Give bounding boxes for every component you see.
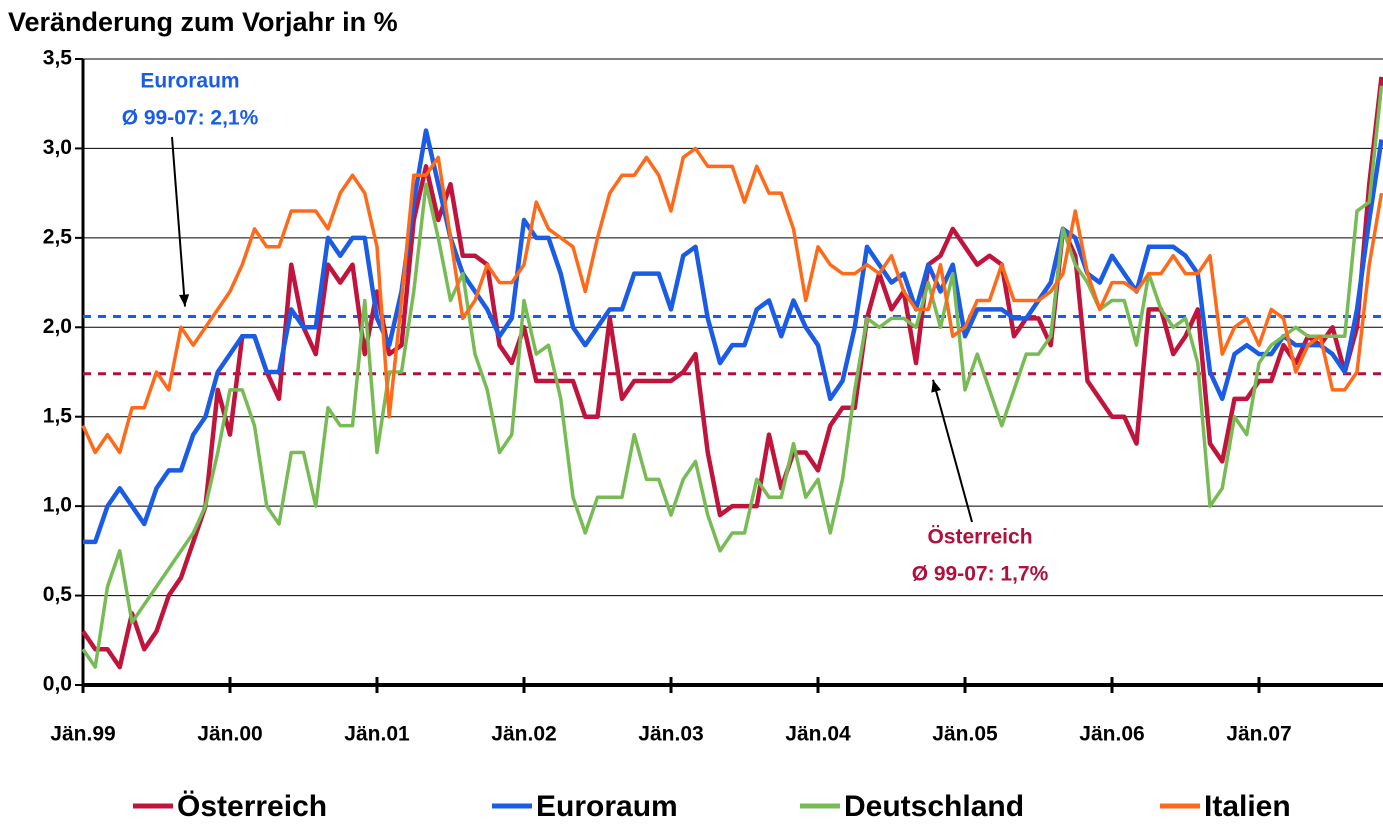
annotation: Ø 99-07: 1,7% [912,563,1049,586]
arrow [171,136,186,307]
series-line [81,146,1383,455]
series-line [81,76,1383,670]
y-tick-label: 3,0 [43,136,72,159]
x-tick-label: Jän.00 [197,723,262,746]
legend-label: Deutschland [844,790,1024,823]
x-tick-label: Jän.01 [344,723,410,746]
y-tick-label: 0,0 [43,673,72,696]
y-tick-label: 2,0 [43,315,72,338]
legend-label: Österreich [177,790,327,823]
y-tick-label: 1,0 [43,494,72,517]
y-tick-label: 2,5 [43,225,73,248]
x-tick-label: Jän.05 [932,723,998,746]
x-tick-label: Jän.03 [638,723,703,746]
chart-title: Veränderung zum Vorjahr in % [8,7,398,37]
x-tick-label: Jän.99 [50,723,115,746]
series-line [83,128,1383,545]
x-tick-label: Jän.04 [785,723,851,746]
legend-label: Euroraum [536,790,678,823]
annotation: Euroraum [140,70,239,93]
x-tick-label: Jän.06 [1079,723,1144,746]
annotation: Österreich [927,526,1032,549]
series-line [81,85,1383,669]
y-tick-label: 0,5 [43,583,73,606]
annotation: Ø 99-07: 2,1% [122,107,259,130]
y-tick-label: 3,5 [43,47,73,70]
legend-label: Italien [1204,790,1291,823]
x-tick-label: Jän.07 [1226,723,1291,746]
arrow-head [931,379,942,393]
arrow [932,379,973,523]
x-tick-label: Jän.02 [491,723,556,746]
arrow-head [179,294,190,307]
y-tick-label: 1,5 [43,404,73,427]
